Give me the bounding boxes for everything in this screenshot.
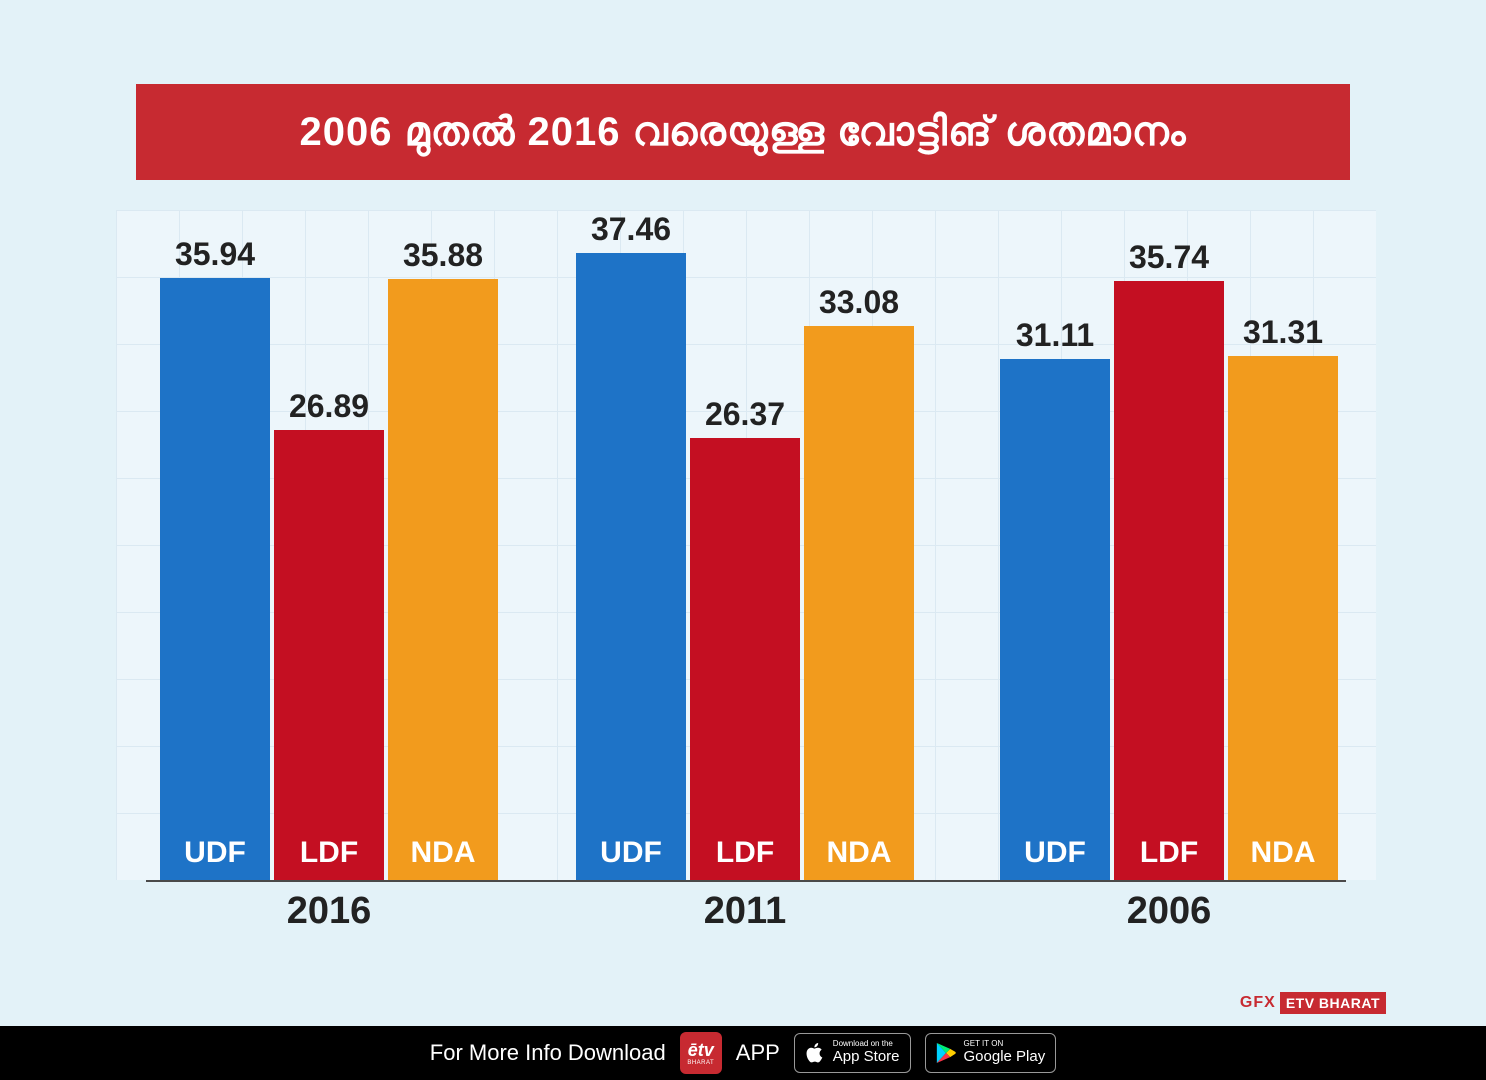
- appstore-button[interactable]: Download on the App Store: [794, 1033, 911, 1073]
- gfx-label: GFX: [1240, 994, 1276, 1012]
- bar-udf: 35.94UDF: [160, 278, 270, 880]
- bar-series-label: LDF: [300, 836, 358, 870]
- bar-series-label: UDF: [184, 836, 246, 870]
- bar-value: 26.37: [705, 396, 785, 433]
- year-label: 2016: [279, 890, 379, 933]
- chart-baseline: [146, 880, 1346, 882]
- gfx-credit: GFX ETV BHARAT: [1240, 992, 1386, 1014]
- apple-icon: [805, 1041, 825, 1065]
- bar-value: 35.88: [403, 237, 483, 274]
- bar-nda: 31.31NDA: [1228, 356, 1338, 880]
- bar-ldf: 26.89LDF: [274, 430, 384, 880]
- bar-value: 35.74: [1129, 239, 1209, 276]
- chart-title-banner: 2006 മുതൽ 2016 വരെയുള്ള വോട്ടിങ് ശതമാനം: [136, 84, 1350, 180]
- bar-series-label: UDF: [1024, 836, 1086, 870]
- bar-value: 33.08: [819, 284, 899, 321]
- etv-brand-badge: ETV BHARAT: [1280, 992, 1386, 1014]
- bar-nda: 35.88NDA: [388, 279, 498, 880]
- google-play-icon: [936, 1041, 956, 1065]
- footer-text: For More Info Download: [430, 1040, 666, 1066]
- googleplay-button[interactable]: GET IT ON Google Play: [925, 1033, 1057, 1073]
- bar-series-label: NDA: [411, 836, 476, 870]
- etv-app-icon: ētv BHARAT: [680, 1032, 722, 1074]
- bar-ldf: 35.74LDF: [1114, 281, 1224, 880]
- bar-udf: 31.11UDF: [1000, 359, 1110, 880]
- app-logo-main: ētv: [688, 1041, 714, 1059]
- bar-udf: 37.46UDF: [576, 253, 686, 880]
- bar-value: 26.89: [289, 388, 369, 425]
- bar-series-label: LDF: [1140, 836, 1198, 870]
- appstore-text: Download on the App Store: [833, 1040, 900, 1065]
- bar-series-label: NDA: [1251, 836, 1316, 870]
- bar-series-label: LDF: [716, 836, 774, 870]
- bar-nda: 33.08NDA: [804, 326, 914, 880]
- appstore-bottom: App Store: [833, 1049, 900, 1066]
- bar-value: 37.46: [591, 211, 671, 248]
- year-label: 2011: [695, 890, 795, 933]
- play-bottom: Google Play: [964, 1049, 1046, 1066]
- bar-series-label: NDA: [827, 836, 892, 870]
- bars-row: 35.94UDF26.89LDF35.88NDA: [160, 278, 540, 880]
- bar-ldf: 26.37LDF: [690, 438, 800, 880]
- bar-value: 31.11: [1016, 317, 1094, 354]
- footer-bar: For More Info Download ētv BHARAT APP Do…: [0, 1026, 1486, 1080]
- bar-value: 35.94: [175, 236, 255, 273]
- bar-value: 31.31: [1243, 314, 1323, 351]
- bars-row: 37.46UDF26.37LDF33.08NDA: [576, 253, 956, 880]
- bar-series-label: UDF: [600, 836, 662, 870]
- bars-row: 31.11UDF35.74LDF31.31NDA: [1000, 281, 1380, 880]
- chart-area: 35.94UDF26.89LDF35.88NDA37.46UDF26.37LDF…: [116, 210, 1376, 928]
- app-label: APP: [736, 1040, 780, 1066]
- year-label: 2006: [1119, 890, 1219, 933]
- app-logo-sub: BHARAT: [687, 1060, 714, 1066]
- chart-title: 2006 മുതൽ 2016 വരെയുള്ള വോട്ടിങ് ശതമാനം: [299, 110, 1186, 155]
- googleplay-text: GET IT ON Google Play: [964, 1040, 1046, 1065]
